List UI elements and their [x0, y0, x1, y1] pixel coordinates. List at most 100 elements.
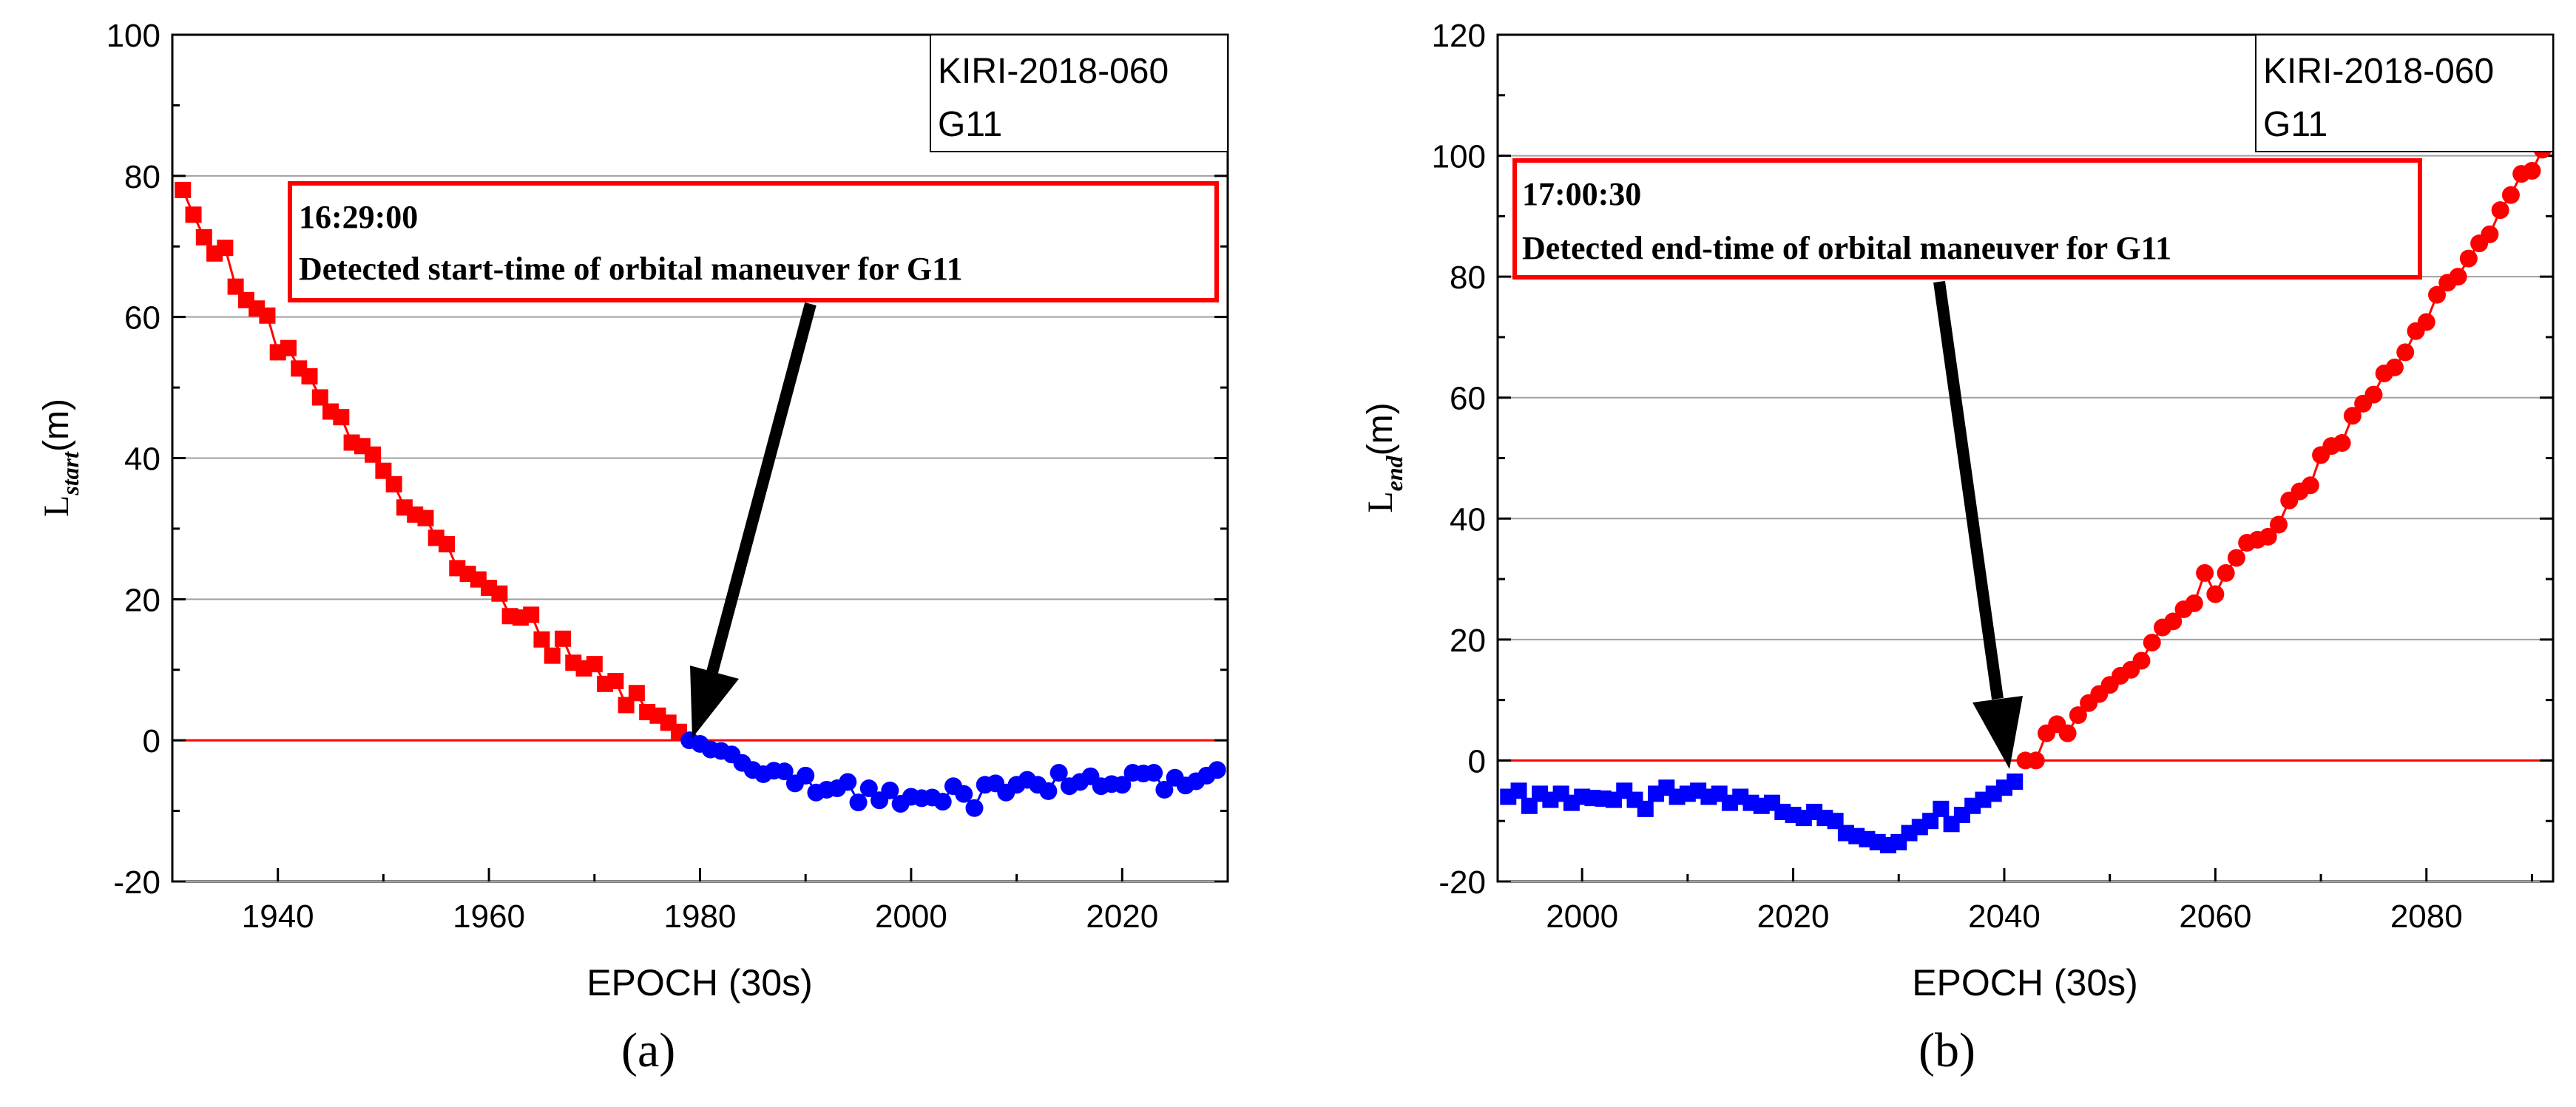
panel-b-series-1-point: [2523, 162, 2541, 180]
panel-a-y-axis-label-subscript: start: [57, 451, 84, 496]
panel-a-annotation: 16:29:00 Detected start-time of orbital …: [288, 181, 1219, 738]
panel-a-series-1-point: [797, 766, 815, 785]
panel-b-legend-satellite: G11: [2263, 105, 2327, 144]
panel-b-series-1-point: [2449, 268, 2467, 286]
panel-a-series-1-point: [1145, 764, 1163, 782]
panel-b-series-1-point: [2459, 249, 2478, 268]
panel-a-x-axis-label: EPOCH (30s): [586, 962, 813, 1003]
panel-a-series-1-point: [1039, 782, 1058, 800]
panel-a-series-1-point: [933, 793, 952, 811]
panel-b-series-1-point: [2343, 407, 2362, 425]
panel-a-y-tick-label: 20: [124, 582, 160, 618]
panel-b-y-tick-label: -20: [1439, 864, 1486, 901]
panel-a-series-0-point: [375, 462, 392, 479]
panel-a-series-0-point: [195, 228, 212, 246]
panel-a-chart: -20 0 20 40 60 80 100 1940 1960 1980 2000 2020 16:2…: [37, 18, 1229, 1077]
panel-b-series-1-point: [2164, 612, 2183, 631]
panel-a-series-1-point: [1155, 780, 1174, 799]
panel-b-annotation-text: Detected end-time of orbital maneuver fo…: [1522, 230, 2171, 266]
panel-b-legend-box: [2255, 34, 2554, 152]
panel-b-series-1-point: [2385, 358, 2404, 376]
panel-a-y-tick-label: 100: [107, 18, 160, 54]
panel-b-series-0-point: [1637, 800, 1654, 817]
panel-b-series-1-point: [2417, 313, 2435, 331]
panel-a-series-0-point: [365, 446, 382, 463]
panel-a-legend: KIRI-2018-060 G11: [930, 34, 1228, 152]
panel-a-data: [175, 181, 1226, 817]
panel-b-x-tick-label: 2080: [2390, 898, 2463, 935]
panel-b-x-tick-label: 2040: [1968, 898, 2041, 935]
panel-a-axes: -20 0 20 40 60 80 100 1940 1960 1980 2000 2020: [107, 18, 1228, 935]
panel-a-series-0-point: [217, 240, 234, 257]
panel-a-annotation-text: Detected start-time of orbital maneuver …: [299, 251, 963, 287]
panel-a-series-0-point: [607, 673, 624, 690]
panel-a-annotation-arrow: [690, 302, 817, 738]
panel-b-y-axis-label-subscript: end: [1381, 455, 1407, 491]
panel-a-y-tick-label: 80: [124, 159, 160, 195]
panel-a-series-0-point: [544, 647, 561, 664]
panel-b-series-1-point: [2206, 585, 2225, 603]
panel-a-y-axis-label-base: L: [37, 495, 76, 517]
panel-a-x-tick-label: 2000: [875, 898, 947, 935]
panel-a-series-1-point: [849, 793, 868, 812]
panel-b-series-0-point: [2007, 773, 2024, 791]
panel-b-series-1-point: [2132, 651, 2151, 670]
panel-a-series-0-point: [333, 409, 350, 426]
panel-a-panel-label: (a): [621, 1023, 675, 1077]
panel-b-series-1-point: [2185, 594, 2203, 612]
panel-b-series-1-point: [2196, 563, 2214, 582]
panel-a-series-0-point: [533, 631, 550, 648]
panel-b-y-tick-label: 120: [1432, 18, 1486, 54]
panel-b-series-1-point: [2481, 225, 2499, 243]
panel-b-series-1-point: [2217, 563, 2235, 582]
panel-a-series-1-point: [1049, 764, 1068, 782]
panel-a-series-1-point: [859, 779, 878, 798]
panel-b-annotation-box: [1512, 158, 2422, 280]
panel-b-series-1-point: [2143, 633, 2161, 651]
panel-b-series-1-point: [2396, 343, 2415, 362]
panel-a-series-0-point: [175, 181, 192, 198]
panel-a-y-axis-label: Lstart(m): [37, 399, 84, 517]
panel-a-y-tick-label: 40: [124, 441, 160, 478]
panel-b-series-1-point: [2333, 434, 2351, 453]
panel-a-series-0-point: [439, 535, 456, 552]
panel-b-series-1-point: [2227, 549, 2245, 567]
panel-a-series-0-point: [280, 339, 297, 356]
panel-b-legend: KIRI-2018-060 G11: [2255, 34, 2554, 152]
panel-a-series-0-point: [311, 389, 328, 406]
panel-b-y-tick-label: 100: [1432, 139, 1486, 175]
panel-a-y-tick-label: -20: [113, 864, 160, 901]
panel-b-series-1-point: [2364, 385, 2383, 404]
panel-a-series-0-point: [259, 307, 276, 324]
panel-a-series-0-point: [491, 585, 508, 602]
panel-b-x-tick-label: 2000: [1546, 898, 1618, 935]
panel-a-legend-box: [930, 34, 1228, 152]
panel-a-series-1-point: [775, 762, 794, 781]
panel-b-series-1-point: [2501, 186, 2520, 204]
panel-a-series-1-point: [839, 773, 857, 791]
panel-a-series-1-point: [1208, 761, 1226, 779]
panel-b-series-1-point: [2259, 527, 2277, 546]
panel-a-series-0-point: [554, 630, 571, 647]
panel-a-series-0-point: [385, 475, 402, 492]
panel-b-series-0-point: [1510, 782, 1527, 799]
panel-b-y-axis-label: Lend(m): [1361, 402, 1407, 512]
panel-b-series-1-point: [2428, 285, 2447, 304]
panel-a-series-1-point: [881, 781, 899, 799]
panel-a-legend-station: KIRI-2018-060: [938, 52, 1169, 91]
panel-a-series-0-point: [227, 278, 244, 295]
panel-a-series-0-point: [523, 606, 540, 623]
panel-a-legend-satellite: G11: [938, 105, 1002, 144]
panel-b-panel-label: (b): [1919, 1023, 1975, 1077]
panel-b-annotation-arrow: [1933, 280, 2023, 769]
panel-a-series-0-point: [301, 368, 318, 385]
panel-a-y-tick-label: 60: [124, 300, 160, 336]
panel-a-annotation-box: [288, 181, 1219, 302]
panel-b-series-1-point: [2026, 751, 2045, 770]
panel-b-y-tick-label: 0: [1468, 743, 1486, 779]
panel-b-data: [1500, 141, 2552, 853]
panel-a-y-axis-label-unit: (m): [37, 399, 76, 452]
panel-a-series-0-point: [185, 206, 202, 223]
panel-a-annotation-time: 16:29:00: [299, 199, 418, 235]
